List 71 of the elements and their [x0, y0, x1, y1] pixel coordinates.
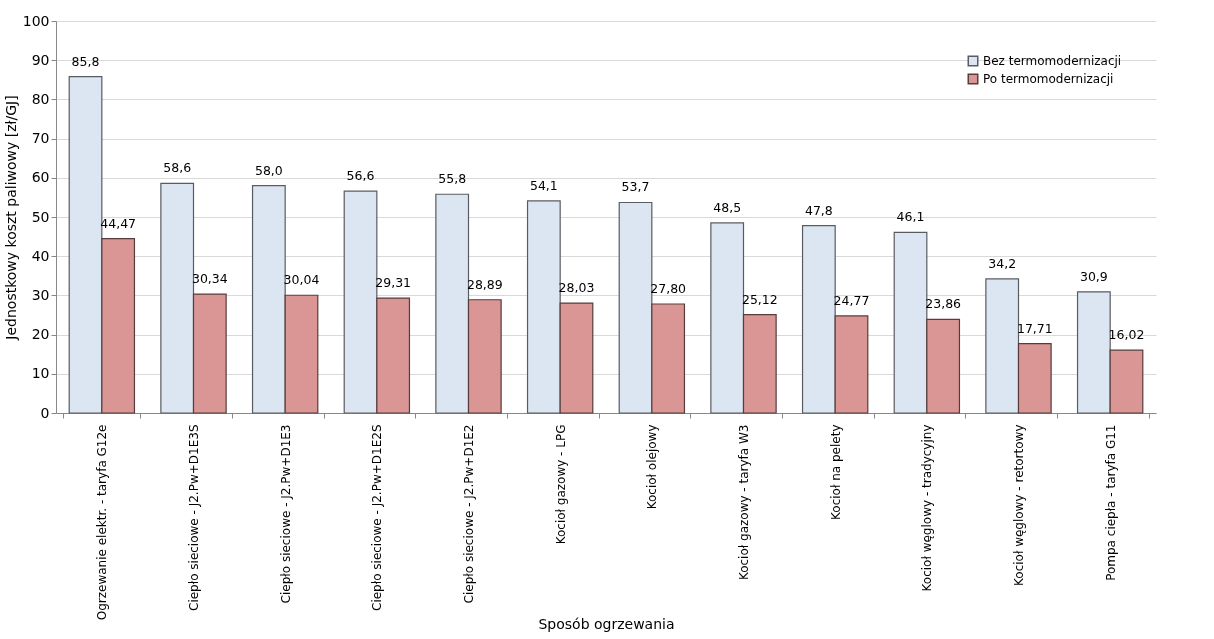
x-tick-label: Ciepło sieciowe - J2.Pw+D1E3S	[187, 424, 201, 611]
data-label: 27,80	[650, 281, 687, 297]
bar	[101, 238, 136, 414]
data-label: 58,6	[163, 160, 192, 176]
data-label: 54,1	[529, 177, 558, 193]
bar	[801, 225, 836, 414]
legend-label: Bez termomodernizacji	[983, 54, 1122, 68]
data-label: 47,8	[804, 202, 833, 218]
bar	[834, 315, 869, 414]
bar	[467, 299, 502, 414]
bar	[559, 302, 594, 414]
bar	[160, 182, 195, 414]
y-axis-title: Jednostkowy koszt paliwowy [zł/GJ]	[2, 95, 19, 341]
data-label: 53,7	[621, 179, 650, 195]
data-label: 23,86	[925, 296, 962, 312]
y-tick-label: 20	[31, 326, 50, 343]
data-label: 29,31	[375, 275, 412, 291]
bar	[742, 313, 777, 414]
x-tick-label: Kocioł olejowy	[645, 424, 660, 510]
data-label: 30,9	[1079, 268, 1108, 284]
data-label: 24,77	[833, 292, 870, 308]
bar	[1076, 291, 1111, 414]
y-tick-label: 10	[31, 365, 50, 382]
data-label: 16,02	[1108, 327, 1145, 343]
data-label: 85,8	[71, 53, 100, 69]
bar	[251, 185, 286, 414]
data-label: 56,6	[346, 168, 375, 184]
bar	[526, 200, 561, 414]
bar	[1109, 349, 1144, 414]
data-label: 55,8	[438, 171, 467, 187]
data-label: 28,03	[558, 280, 595, 296]
x-tick-label: Ciepło sieciowe - J2.Pw+D1E3	[278, 424, 293, 604]
bar	[926, 318, 961, 414]
bar	[618, 201, 653, 414]
x-tick-label: Kocioł gazowy - taryfa W3	[737, 424, 751, 581]
x-tick-label: Kocioł na pelety	[828, 424, 843, 520]
data-label: 30,04	[283, 272, 320, 288]
bar	[435, 193, 470, 414]
data-label: 58,0	[254, 162, 283, 178]
bar	[284, 294, 319, 414]
bar	[985, 278, 1020, 414]
bar	[651, 303, 686, 414]
bar	[68, 76, 103, 414]
y-tick-label: 80	[31, 90, 50, 107]
x-tick-label: Kocioł węglowy - tradycyjny	[920, 424, 935, 592]
y-tick-label: 50	[31, 208, 50, 225]
data-label: 44,47	[100, 215, 137, 231]
x-tick-label: Kocioł gazowy - LPG	[553, 424, 568, 545]
data-label: 34,2	[988, 255, 1017, 271]
x-tick-label: Kocioł węglowy - retortowy	[1012, 424, 1026, 586]
y-tick-label: 90	[31, 51, 50, 68]
bar	[893, 231, 928, 414]
bar	[343, 190, 378, 414]
x-tick-label: Ogrzewanie elektr. - taryfa G12e	[95, 424, 110, 621]
x-tick-label: Ciepło sieciowe - J2.Pw+D1E2	[462, 424, 476, 604]
y-tick-label: 60	[31, 169, 50, 186]
x-axis-title: Sposób ogrzewania	[538, 615, 675, 632]
bar	[376, 297, 411, 414]
data-label: 48,5	[713, 199, 742, 215]
y-tick-label: 40	[31, 247, 50, 264]
y-tick-label: 70	[31, 130, 50, 147]
bar	[1017, 342, 1052, 414]
bar	[710, 222, 745, 414]
legend-label: Po termomodernizacji	[983, 72, 1114, 86]
x-tick-label: Pompa ciepła - taryfa G11	[1103, 424, 1118, 581]
bar	[192, 293, 227, 414]
y-tick-label: 0	[40, 404, 50, 421]
y-tick-label: 100	[22, 12, 50, 29]
x-tick-label: Ciepło sieciowe - J2.Pw+D1E2S	[370, 424, 385, 611]
y-tick-label: 30	[31, 286, 50, 303]
data-label: 46,1	[896, 209, 925, 225]
